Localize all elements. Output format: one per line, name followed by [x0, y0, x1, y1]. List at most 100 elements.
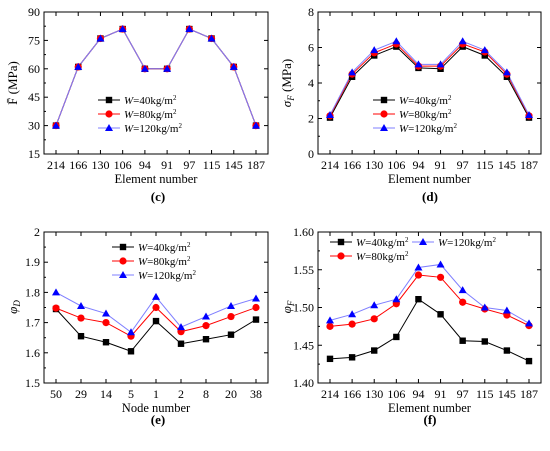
y-axis-title: φF — [279, 300, 296, 313]
data-point-w40 — [202, 336, 210, 343]
legend-label-w120: W=120kg/m2 — [438, 236, 497, 249]
legend-marker-w80 — [105, 110, 113, 118]
legend-item-w80: W=80kg/m2 — [330, 250, 409, 263]
data-point-w120 — [326, 316, 334, 324]
data-point-w40 — [525, 357, 533, 365]
y-tick-label: 1.60 — [293, 225, 314, 239]
data-point-w40 — [77, 332, 85, 340]
data-point-w120 — [348, 310, 357, 318]
data-point-w40 — [393, 333, 400, 341]
chart-panel-d: 0 2 4 6 8 214 166 130 106 94 91 97 115 145 187 Element … — [279, 5, 542, 186]
data-point-w80 — [252, 303, 260, 312]
y-tick-label: 1.8 — [25, 285, 40, 299]
data-point-w120 — [202, 312, 210, 320]
data-point-w120 — [252, 121, 260, 129]
legend-marker-w40 — [119, 243, 127, 251]
y-tick-label: 1.7 — [25, 316, 40, 330]
data-point-w120 — [348, 68, 357, 76]
x-tick-label: 187 — [520, 158, 538, 172]
y-tick-label: 1.5 — [25, 376, 40, 390]
legend-item-w80: W=80kg/m2 — [373, 108, 452, 121]
y-tick-label: 75 — [28, 33, 40, 47]
legend-marker-w80 — [337, 252, 345, 260]
series-line-w120 — [329, 263, 530, 324]
data-point-w120 — [502, 306, 511, 314]
legend-c: W=40kg/m2W=80kg/m2W=120kg/m2 — [98, 94, 183, 135]
legend-item-w120: W=120kg/m2 — [98, 122, 183, 135]
x-tick-label: 214 — [321, 387, 339, 401]
data-point-w80 — [326, 322, 334, 330]
data-point-w40 — [177, 340, 185, 347]
x-tick-label: 166 — [343, 387, 361, 401]
legend-d: W=40kg/m2W=80kg/m2W=120kg/m2 — [373, 94, 458, 135]
x-tick-label: 166 — [343, 158, 361, 172]
x-tick-label: 115 — [203, 158, 221, 172]
legend-label-w40: W=40kg/m2 — [399, 94, 452, 107]
data-point-w120 — [480, 46, 489, 54]
legend-label-w40: W=40kg/m2 — [138, 241, 191, 254]
panel-label-e: (e) — [151, 412, 165, 427]
data-point-w120 — [480, 303, 489, 311]
x-tick-label: 5 — [128, 387, 134, 401]
data-point-w40 — [152, 317, 160, 325]
x-tick-label: 166 — [69, 158, 87, 172]
y-axis-title: φD — [5, 300, 22, 314]
data-point-w120 — [458, 37, 467, 45]
x-tick-label: 94 — [412, 158, 424, 172]
x-tick-label: 29 — [75, 387, 87, 401]
data-point-w40 — [459, 337, 466, 344]
data-point-w40 — [481, 338, 488, 345]
data-point-w120 — [118, 25, 127, 33]
data-point-w120 — [52, 121, 60, 129]
x-tick-label: 2 — [178, 387, 184, 401]
data-point-w120 — [414, 263, 423, 271]
legend-e: W=40kg/m2W=80kg/m2W=120kg/m2 — [112, 241, 197, 282]
data-point-w40 — [437, 311, 444, 318]
y-axis-title: σF (MPa) — [279, 59, 296, 107]
data-point-w120 — [392, 295, 401, 303]
legend-label-w40: W=40kg/m2 — [124, 94, 177, 107]
legend-marker-w120 — [419, 238, 427, 245]
y-tick-label: 2 — [308, 112, 314, 126]
x-tick-label: 130 — [365, 387, 383, 401]
series-line-w80 — [329, 43, 530, 117]
x-tick-label: 145 — [498, 158, 516, 172]
panel-label-d: (d) — [422, 189, 438, 204]
data-point-w80 — [152, 303, 160, 312]
data-point-w120 — [370, 46, 379, 54]
data-point-w120 — [458, 286, 467, 294]
x-tick-label: 1 — [153, 387, 159, 401]
chart-panel-e: 1.5 1.6 1.7 1.8 1.9 2 50 29 14 5 1 2 8 20 38 Node numbe… — [5, 225, 269, 415]
legend-item-w80: W=80kg/m2 — [112, 255, 191, 268]
legend-label-w80: W=80kg/m2 — [356, 250, 409, 263]
y-tick-label: 2 — [34, 225, 40, 239]
y-tick-label: 60 — [28, 62, 40, 76]
data-point-w120 — [326, 110, 334, 118]
x-tick-label: 91 — [435, 387, 447, 401]
data-point-w80 — [52, 304, 60, 312]
legend-item-w80: W=80kg/m2 — [98, 108, 177, 121]
series-line-w40 — [55, 308, 257, 352]
x-tick-label: 14 — [100, 387, 112, 401]
panel-label-c: (c) — [151, 189, 165, 204]
data-point-w120 — [252, 294, 260, 302]
data-point-w40 — [326, 355, 334, 363]
data-point-w120 — [370, 301, 379, 309]
legend-marker-w120 — [105, 124, 113, 131]
y-tick-label: 1.6 — [25, 346, 40, 360]
x-tick-label: 115 — [476, 158, 494, 172]
data-point-w120 — [436, 60, 445, 68]
y-tick-label: 1.9 — [25, 255, 40, 269]
data-point-w40 — [252, 316, 260, 323]
y-tick-label: 6 — [308, 41, 314, 55]
legend-item-w120: W=120kg/m2 — [112, 269, 197, 282]
x-tick-label: 106 — [387, 387, 405, 401]
legend-label-w40: W=40kg/m2 — [356, 236, 409, 249]
legend-marker-w80 — [119, 257, 127, 265]
legend-label-w80: W=80kg/m2 — [138, 255, 191, 268]
x-tick-label: 91 — [435, 158, 447, 172]
x-tick-label: 214 — [47, 158, 65, 172]
data-point-w40 — [348, 354, 356, 361]
